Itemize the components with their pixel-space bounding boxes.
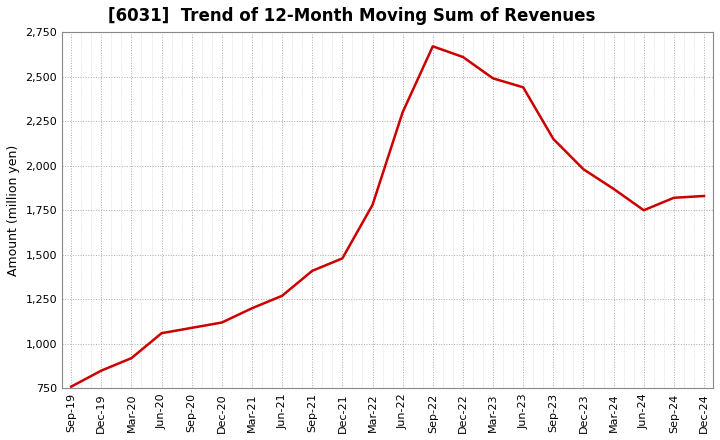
- Y-axis label: Amount (million yen): Amount (million yen): [7, 145, 20, 276]
- Text: [6031]  Trend of 12-Month Moving Sum of Revenues: [6031] Trend of 12-Month Moving Sum of R…: [108, 7, 595, 25]
